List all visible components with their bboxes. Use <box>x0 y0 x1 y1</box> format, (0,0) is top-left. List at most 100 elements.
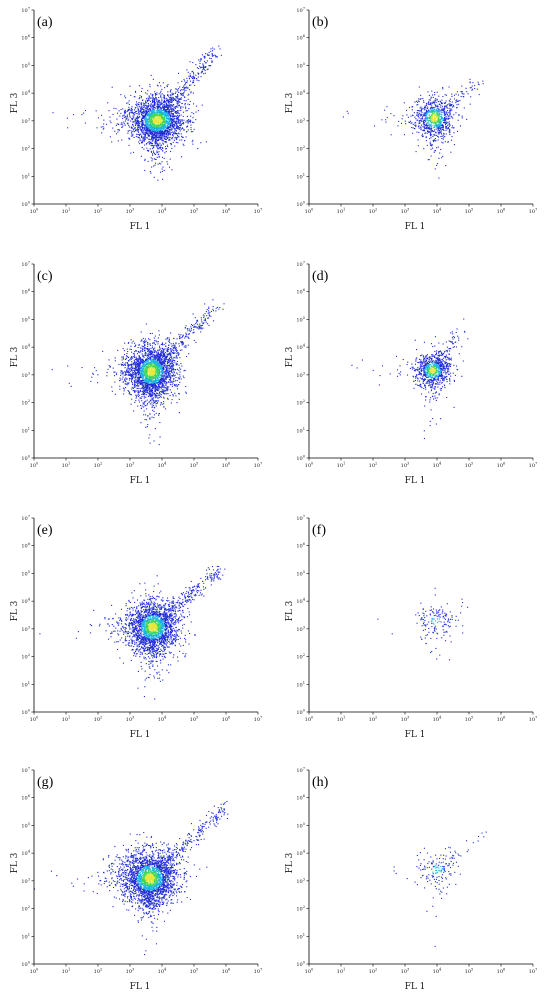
point-b-177 <box>433 133 435 135</box>
point-a-1558 <box>149 142 151 144</box>
point-b-354 <box>438 115 440 117</box>
point-a-2258 <box>154 99 156 101</box>
point-a-2264 <box>152 121 154 123</box>
point-a-596 <box>170 115 172 118</box>
point-a-91 <box>137 119 139 121</box>
point-c-1111 <box>91 376 93 378</box>
point-c-481 <box>160 374 162 376</box>
point-b-764 <box>436 126 438 129</box>
point-a-731 <box>187 122 189 124</box>
point-c-692 <box>158 380 160 383</box>
point-b-730 <box>417 139 419 141</box>
point-c-1147 <box>148 392 150 394</box>
point-a-738 <box>184 140 186 142</box>
point-b-112 <box>420 113 422 115</box>
point-a-2413 <box>183 129 185 131</box>
point-a-1278 <box>151 106 153 108</box>
point-c-1135 <box>130 364 132 366</box>
point-a-2330 <box>169 115 171 117</box>
point-b-241 <box>446 124 449 126</box>
point-c-1177 <box>148 379 150 381</box>
point-c-206 <box>208 313 210 315</box>
point-a-1469 <box>152 137 154 139</box>
point-a-588 <box>131 135 133 137</box>
point-c-283 <box>109 366 111 368</box>
point-c-1020 <box>146 354 148 356</box>
point-c-1082 <box>167 397 169 399</box>
point-c-502 <box>151 404 153 406</box>
point-b-290 <box>469 81 471 83</box>
point-a-1325 <box>131 118 133 120</box>
point-c-678 <box>198 328 200 330</box>
point-a-2473 <box>153 124 155 126</box>
point-a-821 <box>202 68 204 70</box>
point-c-246 <box>165 389 167 391</box>
point-b-489 <box>414 116 416 118</box>
point-a-977 <box>144 133 146 135</box>
point-c-830 <box>143 410 145 412</box>
point-a-1470 <box>121 126 123 128</box>
point-c-395 <box>159 349 161 351</box>
point-c-815 <box>108 365 110 367</box>
point-a-1884 <box>170 118 172 120</box>
point-a-1343 <box>121 122 123 124</box>
point-a-2162 <box>179 98 181 100</box>
point-a-2159 <box>150 137 153 139</box>
point-a-1520 <box>128 137 130 139</box>
point-a-2414 <box>148 124 150 127</box>
point-a-2234 <box>160 136 162 138</box>
point-a-1439 <box>150 112 152 115</box>
point-a-538 <box>170 150 172 153</box>
point-a-1171 <box>178 118 180 120</box>
point-c-1417 <box>159 353 161 355</box>
point-b-873 <box>429 103 431 105</box>
point-a-2367 <box>175 88 177 90</box>
point-b-207 <box>430 119 432 121</box>
point-c-1362 <box>167 393 169 395</box>
point-a-2410 <box>152 128 154 130</box>
point-a-96 <box>163 157 165 159</box>
point-a-25 <box>167 95 170 97</box>
point-c-212 <box>124 364 126 366</box>
point-c-793 <box>143 349 146 351</box>
point-c-1190 <box>195 326 197 328</box>
point-b-561 <box>425 120 427 123</box>
point-a-2148 <box>123 116 126 118</box>
point-b-313 <box>436 109 438 111</box>
point-c-1224 <box>121 356 123 358</box>
point-a-2033 <box>168 110 170 113</box>
point-a-2456 <box>153 114 155 116</box>
point-a-2257 <box>145 122 147 124</box>
point-a-1197 <box>169 119 172 121</box>
point-c-1384 <box>145 368 147 370</box>
point-c-127 <box>159 358 161 360</box>
point-a-1099 <box>140 102 142 104</box>
point-a-2220 <box>150 150 152 152</box>
point-a-453 <box>167 115 169 117</box>
point-c-239 <box>128 391 130 393</box>
point-a-2278 <box>151 114 153 116</box>
point-a-1265 <box>185 100 187 102</box>
point-c-1335 <box>149 364 152 366</box>
point-b-182 <box>432 130 434 132</box>
point-c-299 <box>131 342 133 344</box>
point-a-1406 <box>141 87 143 89</box>
point-a-2541 <box>185 110 187 112</box>
point-a-2135 <box>168 108 170 110</box>
point-a-1745 <box>171 125 174 127</box>
point-c-716 <box>92 372 94 374</box>
point-a-2482 <box>161 98 163 100</box>
point-a-2500 <box>181 135 183 137</box>
y-tick-label-b-2: 102 <box>296 145 305 153</box>
point-c-688 <box>142 370 144 372</box>
point-a-374 <box>156 156 158 158</box>
point-a-1011 <box>144 121 146 123</box>
point-b-666 <box>429 102 432 104</box>
y-tick-label-a-7: 107 <box>21 7 30 15</box>
point-a-2423 <box>151 100 153 102</box>
point-c-1059 <box>141 382 143 384</box>
point-a-740 <box>146 125 148 127</box>
point-c-1356 <box>153 366 155 368</box>
point-a-1371 <box>152 108 154 110</box>
point-a-1363 <box>149 141 151 143</box>
